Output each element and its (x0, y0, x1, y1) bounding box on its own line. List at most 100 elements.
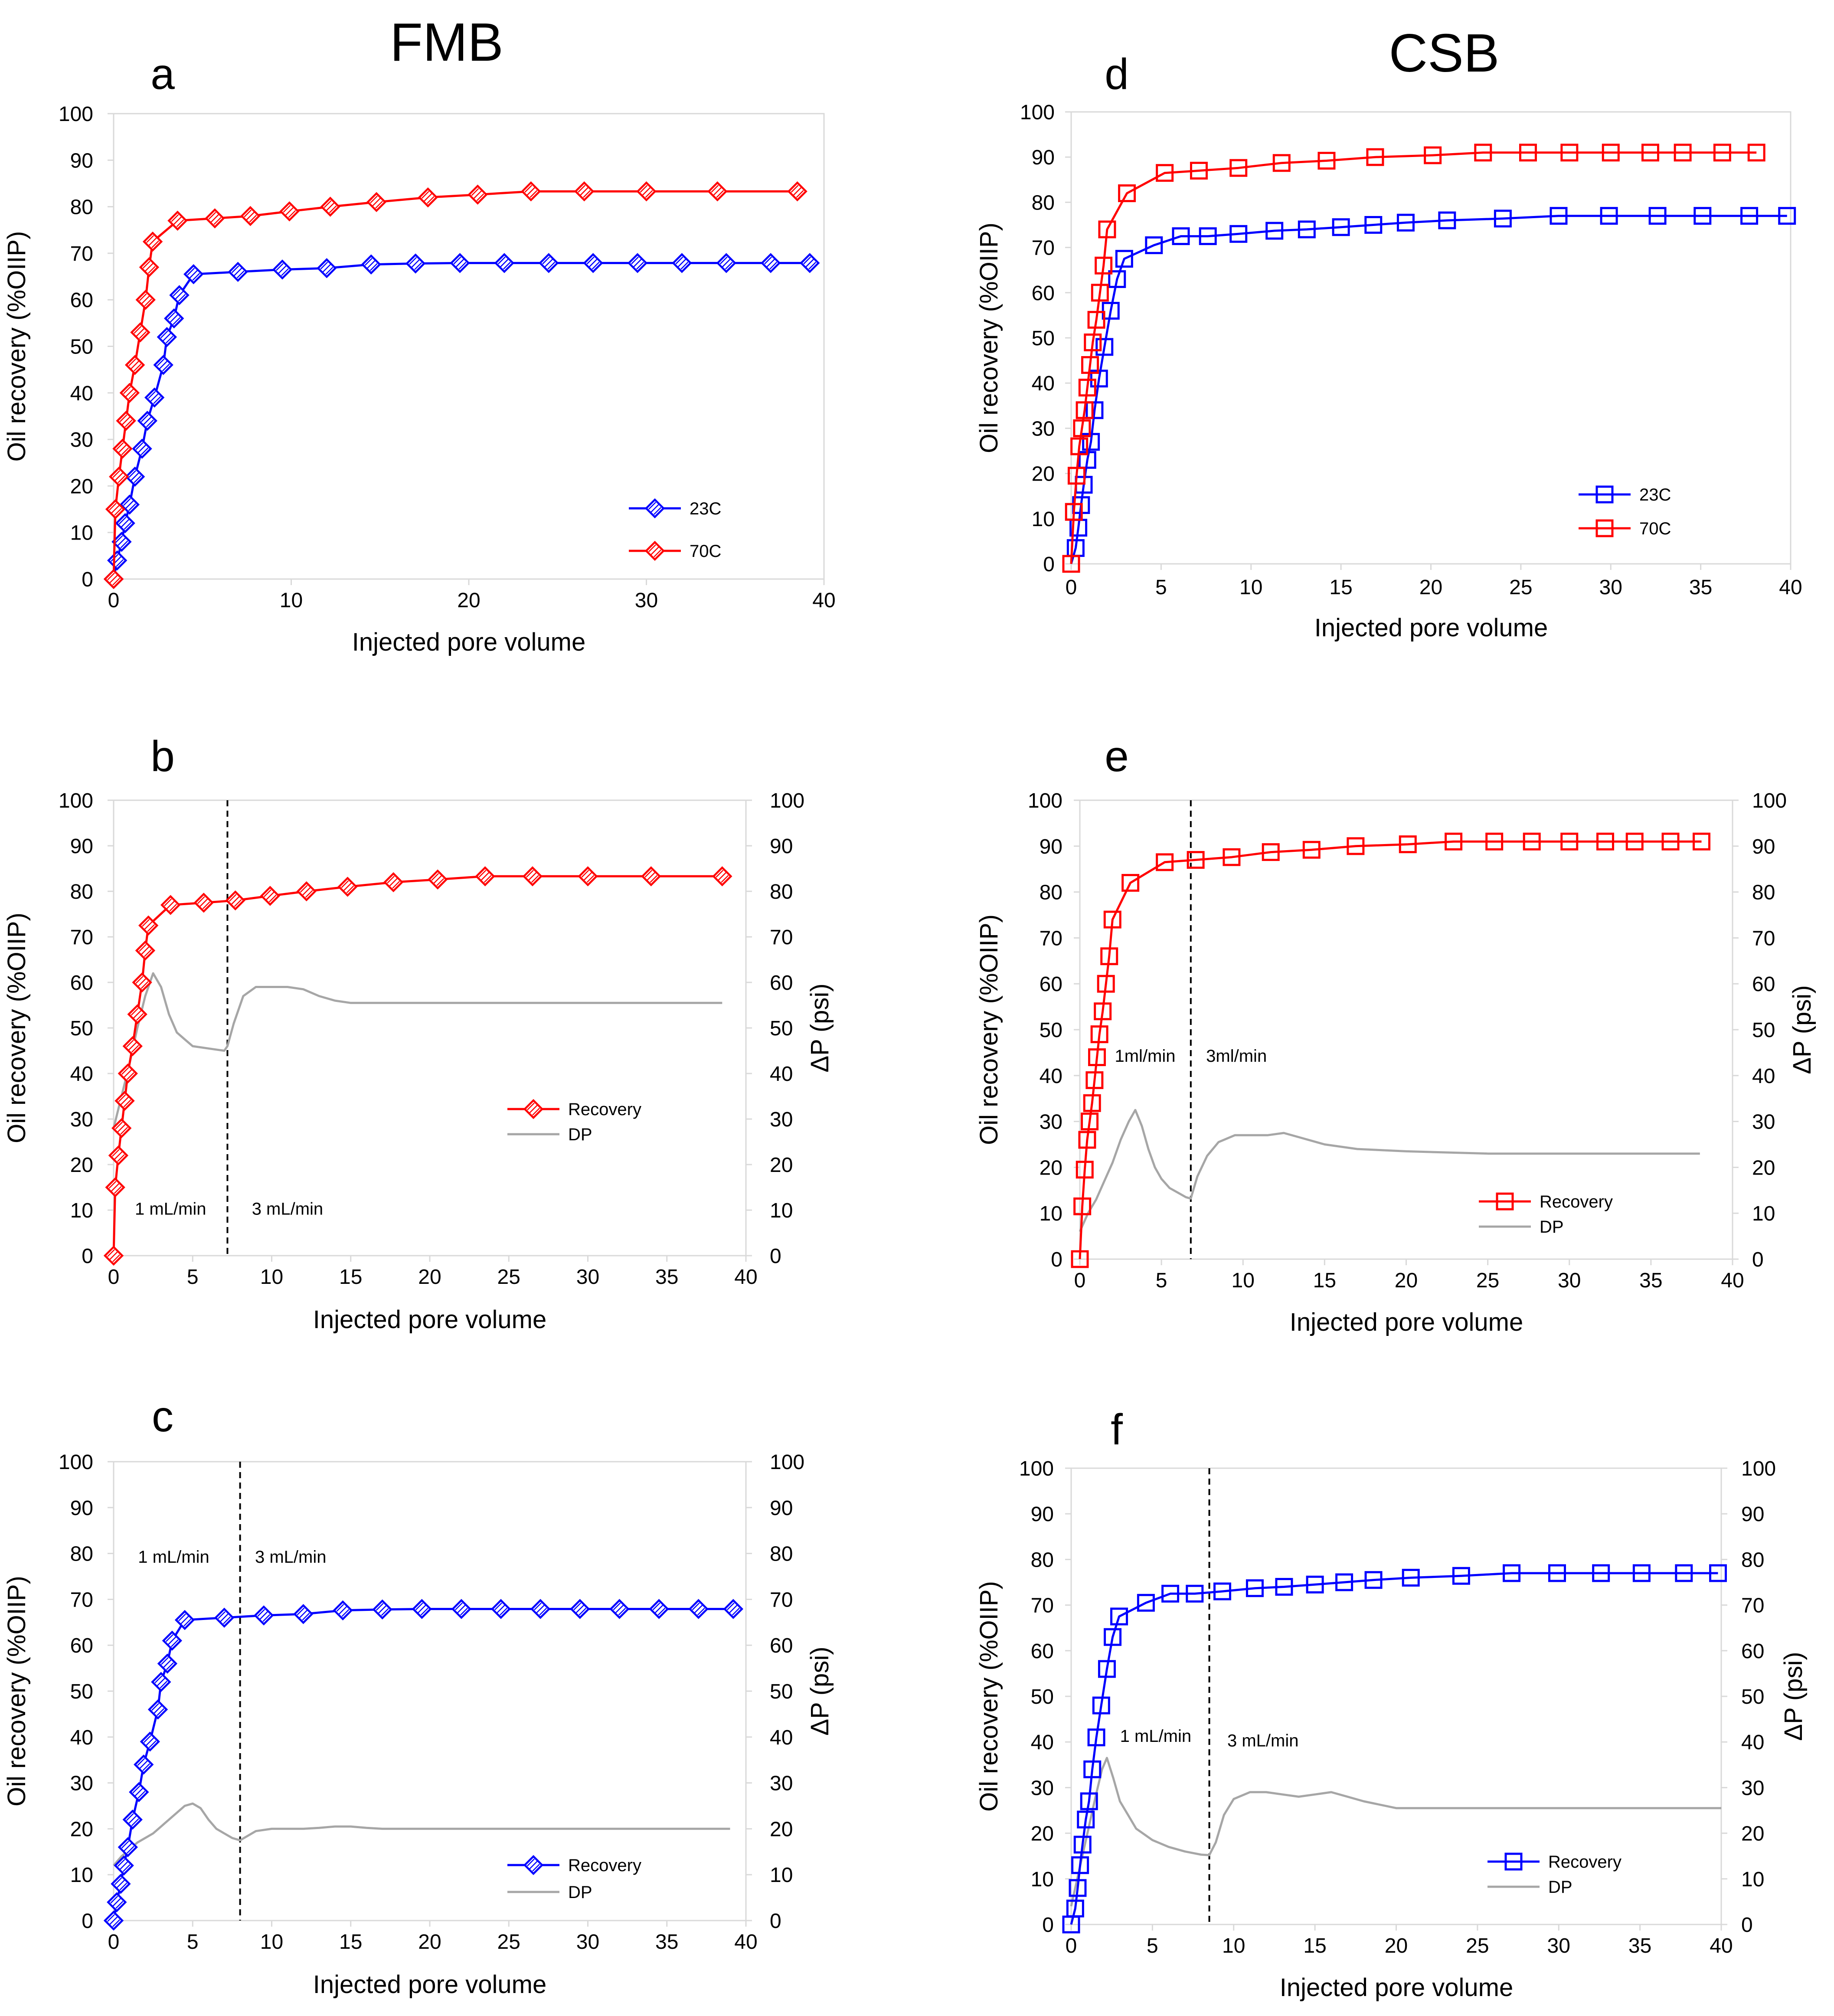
y2-tick-label: 80 (1741, 1548, 1764, 1571)
data-point-23c-hatch (130, 472, 140, 481)
data-point-recovery-hatch (692, 1602, 700, 1610)
data-point-recovery-hatch (480, 871, 490, 881)
data-point-70c-hatch (144, 262, 154, 272)
data-point-70c-hatch (473, 190, 483, 200)
data-point-23c-hatch (636, 262, 644, 270)
legend-label: 70C (1639, 519, 1671, 538)
y2-tick-label: 40 (770, 1063, 793, 1086)
x-tick-label: 35 (655, 1931, 678, 1954)
data-point-recovery (1596, 832, 1615, 851)
series-line-dp (1070, 1757, 1721, 1907)
data-point-70c (1067, 467, 1085, 485)
x-tick-label: 30 (1547, 1934, 1570, 1957)
legend-marker (1504, 1852, 1523, 1871)
data-point-recovery-hatch (151, 1703, 159, 1711)
data-point-70c-hatch (583, 190, 591, 198)
y-tick-label: 20 (70, 475, 93, 498)
data-point-23c-hatch (766, 258, 776, 268)
data-point-23c-hatch (547, 262, 556, 270)
data-point-recovery-hatch (126, 1813, 134, 1821)
data-point-23c (1085, 401, 1104, 419)
y-tick-label: 50 (70, 1680, 93, 1703)
y-tick-label: 80 (1031, 1548, 1054, 1571)
data-point-recovery (1523, 832, 1541, 851)
data-point-23c-hatch (141, 447, 149, 455)
x-tick-label: 5 (187, 1931, 199, 1954)
data-point-recovery-hatch (112, 1919, 120, 1927)
data-point-70c-hatch (139, 331, 147, 339)
y2-tick-label: 100 (1752, 789, 1787, 812)
data-point-recovery-hatch (126, 1072, 134, 1080)
data-point-recovery-hatch (377, 1604, 387, 1614)
data-point-23c (1229, 225, 1248, 243)
data-point-23c-hatch (633, 258, 642, 268)
data-point-recovery-hatch (381, 1608, 389, 1616)
data-point-70c-hatch (118, 475, 126, 483)
x-tick-label: 40 (812, 589, 835, 612)
data-point-23c-hatch (453, 256, 461, 265)
data-point-23c-hatch (141, 414, 149, 422)
data-point-recovery-hatch (123, 1100, 131, 1107)
data-point-23c-hatch (117, 537, 127, 547)
y-tick-label: 50 (70, 1017, 93, 1040)
y2-tick-label: 20 (1752, 1156, 1775, 1179)
data-point-recovery (1347, 837, 1365, 855)
data-point-70c-hatch (471, 188, 479, 196)
flow-rate-annotation: 3 mL/min (255, 1548, 327, 1567)
data-point-recovery-hatch (114, 1186, 122, 1194)
data-point-recovery-hatch (573, 1602, 582, 1610)
y-tick-label: 60 (1040, 973, 1062, 996)
data-point-recovery-hatch (455, 1602, 463, 1610)
data-point-recovery-hatch (229, 894, 237, 902)
y-tick-label: 90 (70, 149, 93, 172)
data-point-recovery-hatch (112, 1897, 122, 1907)
data-point-recovery-hatch (693, 1604, 703, 1614)
series-line-dp (1079, 1109, 1700, 1232)
data-point-70c (1156, 164, 1174, 182)
y2-tick-label: 70 (770, 926, 793, 949)
flow-rate-annotation: 3 mL/min (252, 1200, 324, 1219)
data-point-recovery (1100, 947, 1118, 965)
data-point-70c-hatch (476, 193, 484, 201)
y-tick-label: 100 (59, 1451, 93, 1474)
data-point-recovery (1087, 1728, 1105, 1747)
data-point-recovery (1077, 1810, 1095, 1829)
data-point-70c (1602, 144, 1620, 162)
y2-tick-label: 30 (1752, 1111, 1775, 1134)
legend-label: 23C (690, 499, 721, 518)
y-tick-label: 70 (1040, 927, 1062, 950)
data-point-recovery-hatch (123, 1842, 133, 1852)
y2-tick-label: 0 (1752, 1248, 1764, 1271)
data-point-recovery-hatch (420, 1607, 428, 1616)
y-tick-label: 90 (70, 835, 93, 858)
data-point-23c (1778, 207, 1796, 225)
y2-tick-label: 100 (770, 789, 804, 812)
data-point-23c (1648, 207, 1667, 225)
y2-tick-label: 90 (770, 835, 793, 858)
data-point-recovery-hatch (110, 1895, 118, 1904)
data-point-recovery-hatch (223, 1616, 231, 1624)
data-point-recovery (1097, 975, 1115, 993)
data-point-70c-hatch (578, 185, 586, 193)
data-point-70c (1519, 144, 1537, 162)
data-point-23c-hatch (677, 258, 687, 268)
data-point-recovery-hatch (581, 870, 589, 878)
data-point-70c-hatch (329, 205, 337, 213)
x-tick-label: 25 (1476, 1269, 1499, 1292)
data-point-23c-hatch (322, 263, 332, 273)
x-axis-label: Injected pore volume (1280, 1973, 1513, 2002)
data-point-23c-hatch (142, 416, 152, 426)
data-point-23c-hatch (124, 522, 132, 530)
y2-tick-label: 80 (770, 880, 793, 903)
data-point-70c (1070, 437, 1089, 455)
data-point-recovery-hatch (618, 1607, 626, 1616)
data-point-recovery-hatch (341, 880, 349, 888)
data-point-70c-hatch (645, 190, 653, 198)
x-tick-label: 10 (1222, 1934, 1245, 1957)
data-point-23c (1364, 216, 1383, 234)
x-tick-label: 30 (1558, 1269, 1581, 1292)
y-tick-label: 80 (70, 880, 93, 903)
